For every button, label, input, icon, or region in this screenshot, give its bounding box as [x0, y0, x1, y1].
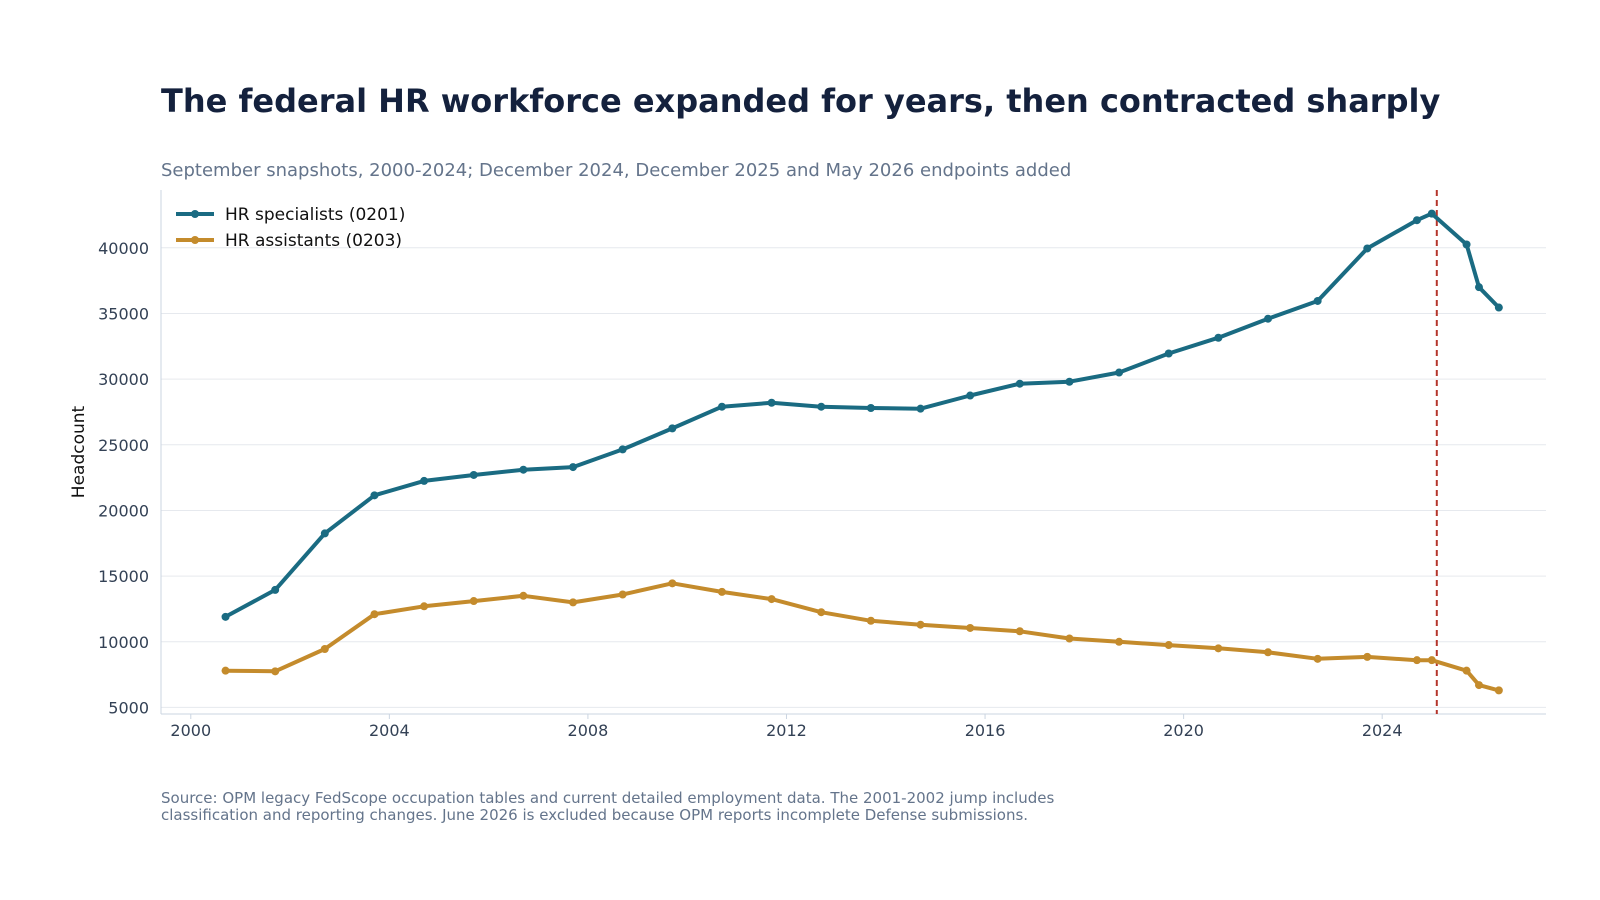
data-point [221, 666, 230, 675]
data-point [271, 585, 280, 594]
data-point [966, 391, 975, 400]
data-point [271, 667, 280, 676]
data-point [1164, 641, 1173, 650]
data-point [1474, 283, 1483, 292]
data-point [469, 470, 478, 479]
source-note-line-1: Source: OPM legacy FedScope occupation t… [161, 789, 1055, 807]
data-point [817, 608, 826, 617]
data-point [1264, 648, 1273, 657]
data-point [420, 476, 429, 485]
x-tick-label: 2004 [369, 721, 410, 740]
data-point [1494, 686, 1503, 695]
data-point [1494, 303, 1503, 312]
data-point [1462, 240, 1471, 249]
data-point [668, 424, 677, 433]
data-point [569, 598, 578, 607]
data-point [1313, 296, 1322, 305]
legend-marker-specialists [191, 210, 199, 218]
data-point [320, 529, 329, 538]
data-point [1474, 681, 1483, 690]
x-tick-label: 2008 [568, 721, 609, 740]
data-point [618, 445, 627, 454]
gridlines [161, 247, 1546, 708]
data-point [519, 465, 528, 474]
data-point [1264, 314, 1273, 323]
data-point [1363, 652, 1372, 661]
data-point [370, 491, 379, 500]
data-point [221, 612, 230, 621]
source-note-line-2: classification and reporting changes. Ju… [161, 806, 1029, 824]
data-point [916, 404, 925, 413]
y-tick-label: 15000 [98, 567, 149, 586]
data-point [1427, 656, 1436, 665]
data-point [370, 610, 379, 619]
legend-marker-assistants [191, 236, 199, 244]
data-point [1412, 216, 1421, 225]
data-point [966, 623, 975, 632]
data-point [1115, 637, 1124, 646]
y-tick-label: 5000 [108, 698, 149, 717]
data-point [916, 620, 925, 629]
data-point [1462, 666, 1471, 675]
x-tick-label: 2016 [965, 721, 1006, 740]
data-point [767, 595, 776, 604]
data-point [1214, 333, 1223, 342]
x-tick-label: 2012 [766, 721, 807, 740]
data-point [469, 597, 478, 606]
data-point [1065, 634, 1074, 643]
data-point [320, 644, 329, 653]
x-tick-label: 2020 [1163, 721, 1204, 740]
y-tick-label: 40000 [98, 239, 149, 258]
data-point [668, 579, 677, 588]
data-point [817, 402, 826, 411]
data-point [1214, 644, 1223, 653]
data-point [569, 463, 578, 472]
data-point [1313, 654, 1322, 663]
data-point [1363, 244, 1372, 253]
y-tick-label: 20000 [98, 501, 149, 520]
data-point [519, 591, 528, 600]
data-point [866, 404, 875, 413]
series-line-1 [223, 581, 1501, 693]
data-point [1115, 368, 1124, 377]
series-line-0 [223, 211, 1501, 619]
data-point [1015, 627, 1024, 636]
data-point [618, 590, 627, 599]
y-tick-label: 35000 [98, 304, 149, 323]
data-point [1412, 656, 1421, 665]
chart-title: The federal HR workforce expanded for ye… [161, 82, 1441, 120]
axes: 5000 10000 15000 20000 25000 30000 35000 40000 2… [98, 190, 1546, 740]
data-point [717, 587, 726, 596]
y-tick-label: 30000 [98, 370, 149, 389]
chart-subtitle: September snapshots, 2000-2024; December… [161, 160, 1072, 181]
data-point [1065, 377, 1074, 386]
series-lines [221, 209, 1503, 695]
legend-label-assistants: HR assistants (0203) [225, 231, 402, 251]
legend-label-specialists: HR specialists (0201) [225, 205, 405, 225]
data-point [717, 402, 726, 411]
y-axis-title: Headcount [69, 405, 89, 498]
data-point [767, 398, 776, 407]
x-tick-label: 2024 [1362, 721, 1403, 740]
data-point [866, 616, 875, 625]
data-point [1427, 209, 1436, 218]
y-tick-label: 10000 [98, 633, 149, 652]
data-point [1015, 379, 1024, 388]
y-tick-label: 25000 [98, 436, 149, 455]
x-tick-label: 2000 [170, 721, 211, 740]
source-note: Source: OPM legacy FedScope occupation t… [161, 790, 1054, 824]
data-point [1164, 349, 1173, 358]
legend: HR specialists (0201) HR assistants (020… [176, 205, 405, 251]
data-point [420, 602, 429, 611]
